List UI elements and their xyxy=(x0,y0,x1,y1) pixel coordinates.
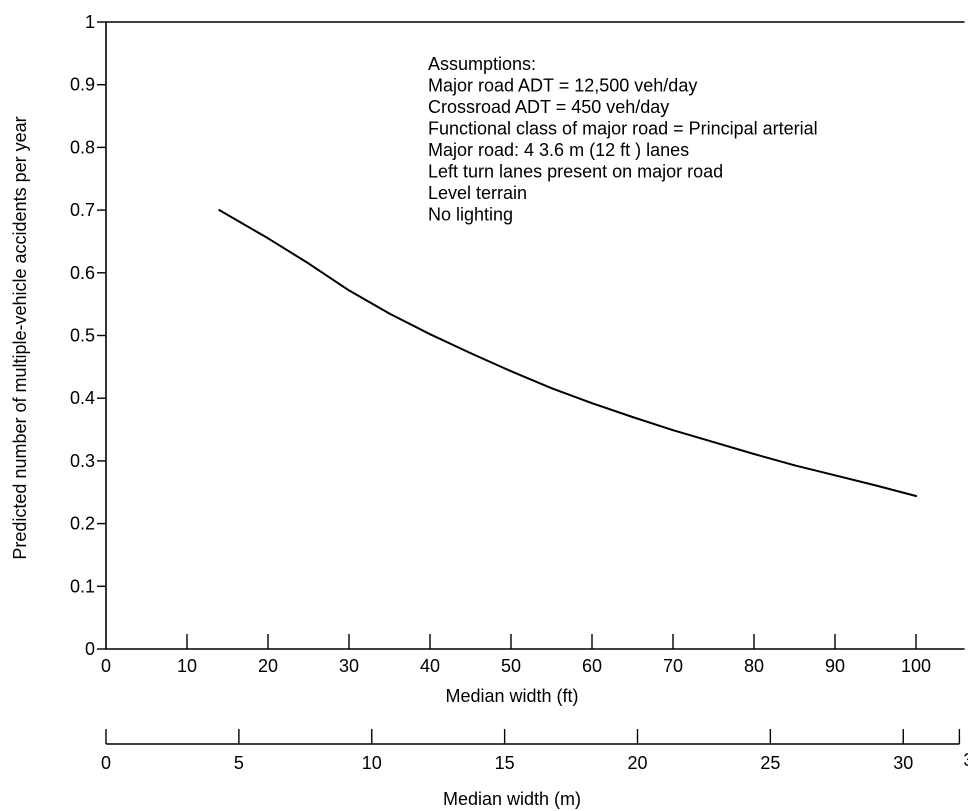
x-tick-label: 90 xyxy=(825,656,845,676)
x-tick-label: 70 xyxy=(663,656,683,676)
data-point xyxy=(631,416,634,419)
data-point xyxy=(915,495,917,498)
x-axis-m: 0 5 10 15 20 25 30 32 xyxy=(101,729,968,773)
data-point xyxy=(429,333,431,336)
data-point xyxy=(834,474,836,477)
annotation-line: Level terrain xyxy=(428,183,527,203)
data-point xyxy=(510,370,512,373)
annotation-line: No lighting xyxy=(428,205,513,225)
y-tick-label: 1 xyxy=(85,12,95,32)
data-point xyxy=(753,453,755,456)
x-tick-label: 10 xyxy=(177,656,197,676)
x-tick-m-label: 5 xyxy=(234,753,244,773)
data-point xyxy=(469,352,472,355)
x-axis-title: Median width (ft) xyxy=(445,686,578,706)
x-tick-label: 80 xyxy=(744,656,764,676)
y-axis: 0 0.1 0.2 0.3 0.4 0.5 0.6 0.7 0.8 0.9 1 xyxy=(70,12,106,659)
data-point xyxy=(388,312,391,315)
x-tick-label: 60 xyxy=(582,656,602,676)
y-tick-label: 0.8 xyxy=(70,137,95,157)
y-tick-label: 0.4 xyxy=(70,388,95,408)
y-tick-label: 0 xyxy=(85,639,95,659)
x-tick-m-label: 25 xyxy=(760,753,780,773)
data-point xyxy=(874,484,877,487)
y-tick-label: 0.5 xyxy=(70,326,95,346)
x-axis-ft: 0 10 20 30 40 50 60 70 80 90 100 xyxy=(101,634,931,676)
data-point xyxy=(550,387,553,390)
x-tick-label: 50 xyxy=(501,656,521,676)
series-group xyxy=(218,209,917,498)
x-tick-label: 40 xyxy=(420,656,440,676)
x-tick-m-label: 30 xyxy=(893,753,913,773)
y-tick-label: 0.6 xyxy=(70,263,95,283)
data-point xyxy=(793,464,796,467)
x-tick-label: 20 xyxy=(258,656,278,676)
data-point xyxy=(672,429,674,432)
x-tick-m-label: 0 xyxy=(101,753,111,773)
annotation-line: Left turn lanes present on major road xyxy=(428,162,723,182)
data-point xyxy=(591,402,593,405)
x-tick-label: 100 xyxy=(901,656,931,676)
y-tick-label: 0.1 xyxy=(70,576,95,596)
annotation-line: Major road: 4 3.6 m (12 ft ) lanes xyxy=(428,140,689,160)
x-tick-m-label: 20 xyxy=(627,753,647,773)
x-tick-label: 0 xyxy=(101,656,111,676)
annotation-line: Major road ADT = 12,500 veh/day xyxy=(428,76,697,96)
x-tick-m-label: 15 xyxy=(495,753,515,773)
x-axis-m-title: Median width (m) xyxy=(443,789,581,809)
assumptions-annotation: Assumptions:Major road ADT = 12,500 veh/… xyxy=(428,54,818,225)
annotation-heading: Assumptions: xyxy=(428,54,536,74)
y-tick-label: 0.7 xyxy=(70,200,95,220)
y-tick-label: 0.3 xyxy=(70,451,95,471)
y-tick-label: 0.9 xyxy=(70,75,95,95)
data-point xyxy=(712,441,715,444)
x-tick-label: 30 xyxy=(339,656,359,676)
data-point xyxy=(348,289,350,292)
y-axis-title: Predicted number of multiple-vehicle acc… xyxy=(10,116,30,559)
data-point xyxy=(307,262,310,265)
annotation-line: Crossroad ADT = 450 veh/day xyxy=(428,97,669,117)
data-point xyxy=(218,209,221,212)
data-point xyxy=(267,237,269,240)
series-line xyxy=(218,209,917,497)
y-tick-label: 0.2 xyxy=(70,514,95,534)
x-tick-m-label: 10 xyxy=(362,753,382,773)
annotation-line: Functional class of major road = Princip… xyxy=(428,119,818,139)
x-tick-m-end-label: 32 xyxy=(963,750,968,770)
